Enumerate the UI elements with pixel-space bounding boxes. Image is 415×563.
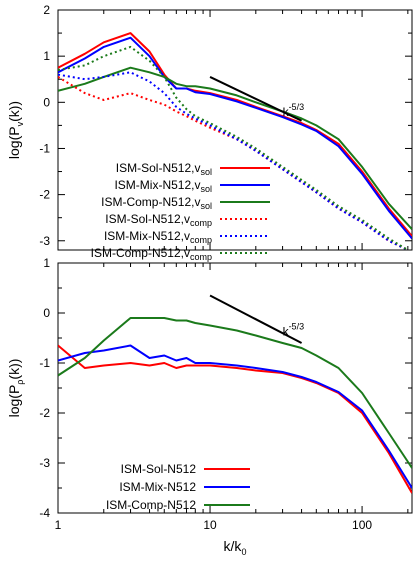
series-line-3: [58, 317, 412, 469]
y-axis-label-text-end: (k)): [6, 101, 22, 122]
y-tick-label: -1: [39, 141, 50, 155]
legend-label-name: ISM-Mix-N512,: [104, 229, 184, 243]
series-line-3: [58, 66, 412, 230]
slope-annotation-base: k: [283, 325, 290, 339]
y-tick-label: 0: [43, 95, 50, 109]
legend-label-3: ISM-Comp-N512: [106, 498, 196, 512]
legend-label-name: ISM-Comp-N512,: [91, 246, 184, 260]
y-tick-label: 1: [43, 256, 50, 270]
legend-label-subscript: sol: [200, 167, 212, 177]
legend-label-name: ISM-Mix-N512,: [114, 178, 194, 192]
x-axis-label-text: k/k: [224, 538, 243, 554]
x-tick-label: 1: [55, 518, 62, 532]
legend-label-name: ISM-Mix-N512: [119, 480, 196, 494]
legend-label-variable: v: [194, 161, 200, 175]
y-tick-label: -3: [39, 234, 50, 248]
legend-label-subscript: comp: [190, 218, 212, 228]
y-tick-label: 2: [43, 3, 50, 17]
slope-annotation: k-5/3: [283, 102, 305, 119]
legend-label-variable: v: [194, 178, 200, 192]
slope-reference-line: [209, 294, 303, 344]
series-line-2: [58, 36, 412, 240]
legend-label-variable: v: [184, 212, 190, 226]
y-axis-label-text-end: (k)): [6, 359, 22, 380]
y-tick-label: -3: [39, 456, 50, 470]
series-line-1: [58, 344, 412, 494]
slope-annotation-exponent: -5/3: [289, 322, 305, 332]
legend-label-subscript: sol: [200, 201, 212, 211]
x-tick-label: 10: [203, 518, 217, 532]
legend-label-name: ISM-Sol-N512: [121, 462, 197, 476]
legend-label-variable: v: [184, 229, 190, 243]
slope-annotation-exponent: -5/3: [289, 102, 305, 112]
slope-reference-line: [209, 76, 303, 122]
legend-label-variable: v: [184, 246, 190, 260]
series-group: [58, 317, 412, 494]
legend-label-2: ISM-Mix-N512,vsol: [114, 178, 212, 194]
plot-frame: [57, 262, 413, 514]
y-tick-label: 1: [43, 49, 50, 63]
legend-label-4: ISM-Sol-N512,vcomp: [105, 212, 212, 228]
plot-frame: [57, 9, 413, 251]
legend-label-name: ISM-Sol-N512,: [105, 212, 184, 226]
legend-label-6: ISM-Comp-N512,vcomp: [91, 246, 212, 262]
series-group: [58, 32, 412, 250]
y-tick-label: -2: [39, 188, 50, 202]
y-axis-label-text: log(P: [6, 385, 22, 418]
y-axis-label-subscript: v: [15, 121, 25, 126]
y-axis-label-text: log(P: [6, 126, 22, 159]
y-tick-label: -2: [39, 406, 50, 420]
y-axis-label: log(Pρ(k)): [6, 359, 25, 418]
y-tick-label: -4: [39, 506, 50, 520]
x-axis-label: k/k0: [224, 538, 247, 557]
legend-label-5: ISM-Mix-N512,vcomp: [104, 229, 212, 245]
panel-2: 10-1-2-3-41 10 100log(Pρ(k))k/k0k-5/3ISM-S…: [6, 256, 413, 557]
x-tick-label: 100: [352, 518, 372, 532]
y-axis-label-subscript: ρ: [15, 380, 25, 385]
y-tick-label: 0: [43, 306, 50, 320]
legend-label-2: ISM-Mix-N512: [119, 480, 196, 494]
legend-label-name: ISM-Sol-N512,: [116, 161, 195, 175]
legend-label-subscript: comp: [190, 235, 212, 245]
legend-label-variable: v: [194, 195, 200, 209]
y-axis-label: log(Pv(k)): [6, 101, 25, 159]
legend-label-name: ISM-Comp-N512,: [101, 195, 194, 209]
legend-label-subscript: comp: [190, 252, 212, 262]
legend-label-name: ISM-Comp-N512: [106, 498, 196, 512]
legend-label-1: ISM-Sol-N512,vsol: [116, 161, 212, 177]
legend-label-3: ISM-Comp-N512,vsol: [101, 195, 212, 211]
legend-label-1: ISM-Sol-N512: [121, 462, 197, 476]
y-tick-label: -1: [39, 356, 50, 370]
series-line-2: [58, 344, 412, 489]
slope-annotation-base: k: [283, 105, 290, 119]
x-axis-label-subscript: 0: [241, 547, 246, 557]
legend-label-subscript: sol: [200, 184, 212, 194]
slope-annotation: k-5/3: [283, 322, 305, 339]
series-line-6: [58, 45, 409, 250]
